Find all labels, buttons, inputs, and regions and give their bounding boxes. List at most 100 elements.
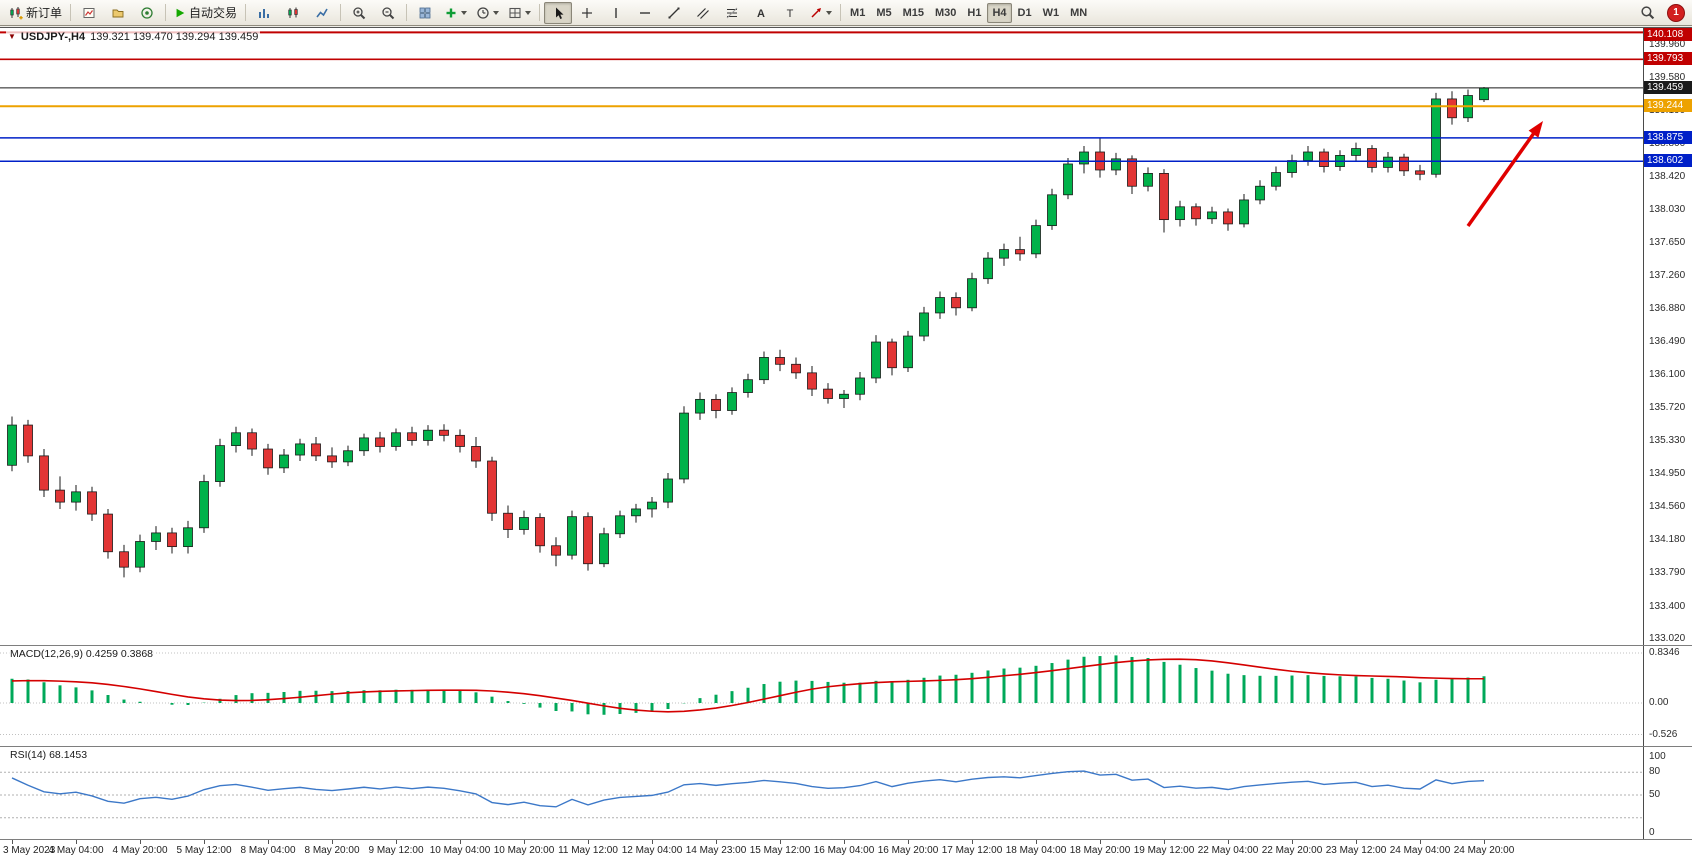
time-axis-tick bbox=[588, 840, 589, 844]
rsi-axis-label: 80 bbox=[1649, 766, 1661, 778]
time-axis-label: 10 May 04:00 bbox=[429, 845, 491, 856]
market-watch-icon bbox=[140, 6, 154, 20]
time-axis-tick bbox=[1036, 840, 1037, 844]
price-axis-label: 134.560 bbox=[1649, 501, 1686, 513]
macd-panel[interactable] bbox=[0, 646, 1643, 746]
price-level-box: 139.793 bbox=[1644, 52, 1692, 66]
time-axis[interactable]: 3 May 2023 4 May 04:00 4 May 20:00 5 May 12… bbox=[0, 840, 1692, 862]
text-tool-button[interactable]: A bbox=[747, 2, 775, 24]
time-axis-tick bbox=[1484, 840, 1485, 844]
fibonacci-tool-button[interactable] bbox=[718, 2, 746, 24]
periods-button[interactable] bbox=[472, 2, 503, 24]
new-chart-button[interactable] bbox=[75, 2, 103, 24]
zoom-out-button[interactable] bbox=[374, 2, 402, 24]
chart-menu-icon[interactable]: ▼ bbox=[8, 32, 16, 41]
timeframe-m5[interactable]: M5 bbox=[876, 6, 892, 19]
timeframe-m1[interactable]: M1 bbox=[850, 6, 866, 19]
play-icon bbox=[174, 7, 186, 19]
arrows-tool-button[interactable] bbox=[805, 2, 836, 24]
price-axis-label: 134.180 bbox=[1649, 533, 1686, 545]
time-axis-tick bbox=[12, 840, 13, 844]
panel-separator[interactable] bbox=[0, 746, 1692, 747]
candles-layer bbox=[7, 86, 1489, 578]
rsi-panel[interactable] bbox=[0, 747, 1643, 839]
level-lines-layer bbox=[0, 31, 1643, 163]
time-axis-label: 3 May 2023 bbox=[3, 845, 56, 856]
text-icon: A bbox=[754, 6, 768, 20]
time-axis-label: 4 May 20:00 bbox=[112, 845, 168, 856]
horizontal-line-tool-button[interactable] bbox=[631, 2, 659, 24]
time-axis-tick bbox=[716, 840, 717, 844]
indicators-button[interactable] bbox=[440, 2, 471, 24]
timeframe-mn[interactable]: MN bbox=[1070, 6, 1088, 19]
label-icon: T bbox=[783, 6, 797, 20]
price-axis[interactable]: 139.960139.580139.190138.800138.420138.0… bbox=[1643, 28, 1692, 840]
timeframe-m15[interactable]: M15 bbox=[902, 6, 924, 19]
time-axis-label: 24 May 20:00 bbox=[1453, 845, 1515, 856]
zoom-in-button[interactable] bbox=[345, 2, 373, 24]
chevron-down-icon bbox=[461, 11, 468, 18]
price-axis-label: 133.790 bbox=[1649, 567, 1686, 579]
time-axis-tick bbox=[1420, 840, 1421, 844]
time-axis-tick bbox=[780, 840, 781, 844]
toolbar-separator bbox=[340, 4, 342, 21]
auto-trading-button[interactable]: 自动交易 bbox=[170, 2, 241, 24]
grid-icon bbox=[508, 6, 522, 20]
macd-histogram bbox=[10, 655, 1486, 715]
clock-icon bbox=[476, 6, 490, 20]
main-price-chart[interactable] bbox=[0, 28, 1643, 645]
time-axis-tick bbox=[1228, 840, 1229, 844]
time-axis-tick bbox=[140, 840, 141, 844]
time-axis-label: 9 May 12:00 bbox=[368, 845, 424, 856]
bar-chart-button[interactable] bbox=[250, 2, 278, 24]
search-icon bbox=[1640, 5, 1655, 20]
price-level-box: 138.602 bbox=[1644, 154, 1692, 168]
arrow-tool-icon bbox=[809, 6, 823, 20]
cursor-tool-button[interactable] bbox=[544, 1, 573, 24]
toolbar-right-group: 1 bbox=[1633, 2, 1687, 24]
new-order-button[interactable]: 新订单 bbox=[5, 2, 66, 24]
trendline-tool-button[interactable] bbox=[660, 2, 688, 24]
candlestick-chart-button[interactable] bbox=[279, 2, 307, 24]
time-axis-label: 8 May 04:00 bbox=[240, 845, 296, 856]
toolbar-separator bbox=[70, 4, 72, 21]
templates-button[interactable] bbox=[504, 2, 535, 24]
time-axis-tick bbox=[204, 840, 205, 844]
profiles-button[interactable] bbox=[104, 2, 132, 24]
bar-chart-icon bbox=[257, 6, 271, 20]
price-axis-label: 139.580 bbox=[1649, 71, 1686, 83]
chart-window: ▼ USDJPY-,H4 139.321 139.470 139.294 139… bbox=[0, 27, 1692, 862]
panel-separator[interactable] bbox=[0, 645, 1692, 646]
price-axis-label: 135.330 bbox=[1649, 435, 1686, 447]
time-axis-label: 19 May 12:00 bbox=[1133, 845, 1195, 856]
time-axis-label: 12 May 04:00 bbox=[621, 845, 683, 856]
crosshair-tool-button[interactable] bbox=[573, 2, 601, 24]
time-axis-tick bbox=[1164, 840, 1165, 844]
time-axis-label: 16 May 20:00 bbox=[877, 845, 939, 856]
timeframe-w1[interactable]: W1 bbox=[1042, 6, 1060, 19]
notification-badge[interactable]: 1 bbox=[1667, 3, 1685, 22]
time-axis-tick bbox=[844, 840, 845, 844]
channel-icon bbox=[696, 6, 710, 20]
market-watch-button[interactable] bbox=[133, 2, 161, 24]
vertical-line-tool-button[interactable] bbox=[602, 2, 630, 24]
tile-windows-button[interactable] bbox=[411, 2, 439, 24]
folder-icon bbox=[111, 6, 125, 20]
time-axis-label: 4 May 04:00 bbox=[48, 845, 104, 856]
label-tool-button[interactable]: T bbox=[776, 2, 804, 24]
timeframe-h1[interactable]: H1 bbox=[967, 6, 982, 19]
time-axis-label: 15 May 12:00 bbox=[749, 845, 811, 856]
time-axis-label: 22 May 20:00 bbox=[1261, 845, 1323, 856]
search-button[interactable] bbox=[1633, 2, 1661, 24]
time-axis-tick bbox=[1356, 840, 1357, 844]
price-axis-label: 138.030 bbox=[1649, 204, 1686, 216]
timeframe-d1[interactable]: D1 bbox=[1017, 6, 1032, 19]
trend-arrow bbox=[1466, 121, 1543, 228]
timeframe-h4[interactable]: H4 bbox=[987, 2, 1012, 23]
rsi-label: RSI(14) 68.1453 bbox=[8, 749, 90, 761]
line-chart-button[interactable] bbox=[308, 2, 336, 24]
trendline-icon bbox=[667, 6, 681, 20]
channel-tool-button[interactable] bbox=[689, 2, 717, 24]
toolbar-separator bbox=[165, 4, 167, 21]
timeframe-m30[interactable]: M30 bbox=[935, 6, 957, 19]
